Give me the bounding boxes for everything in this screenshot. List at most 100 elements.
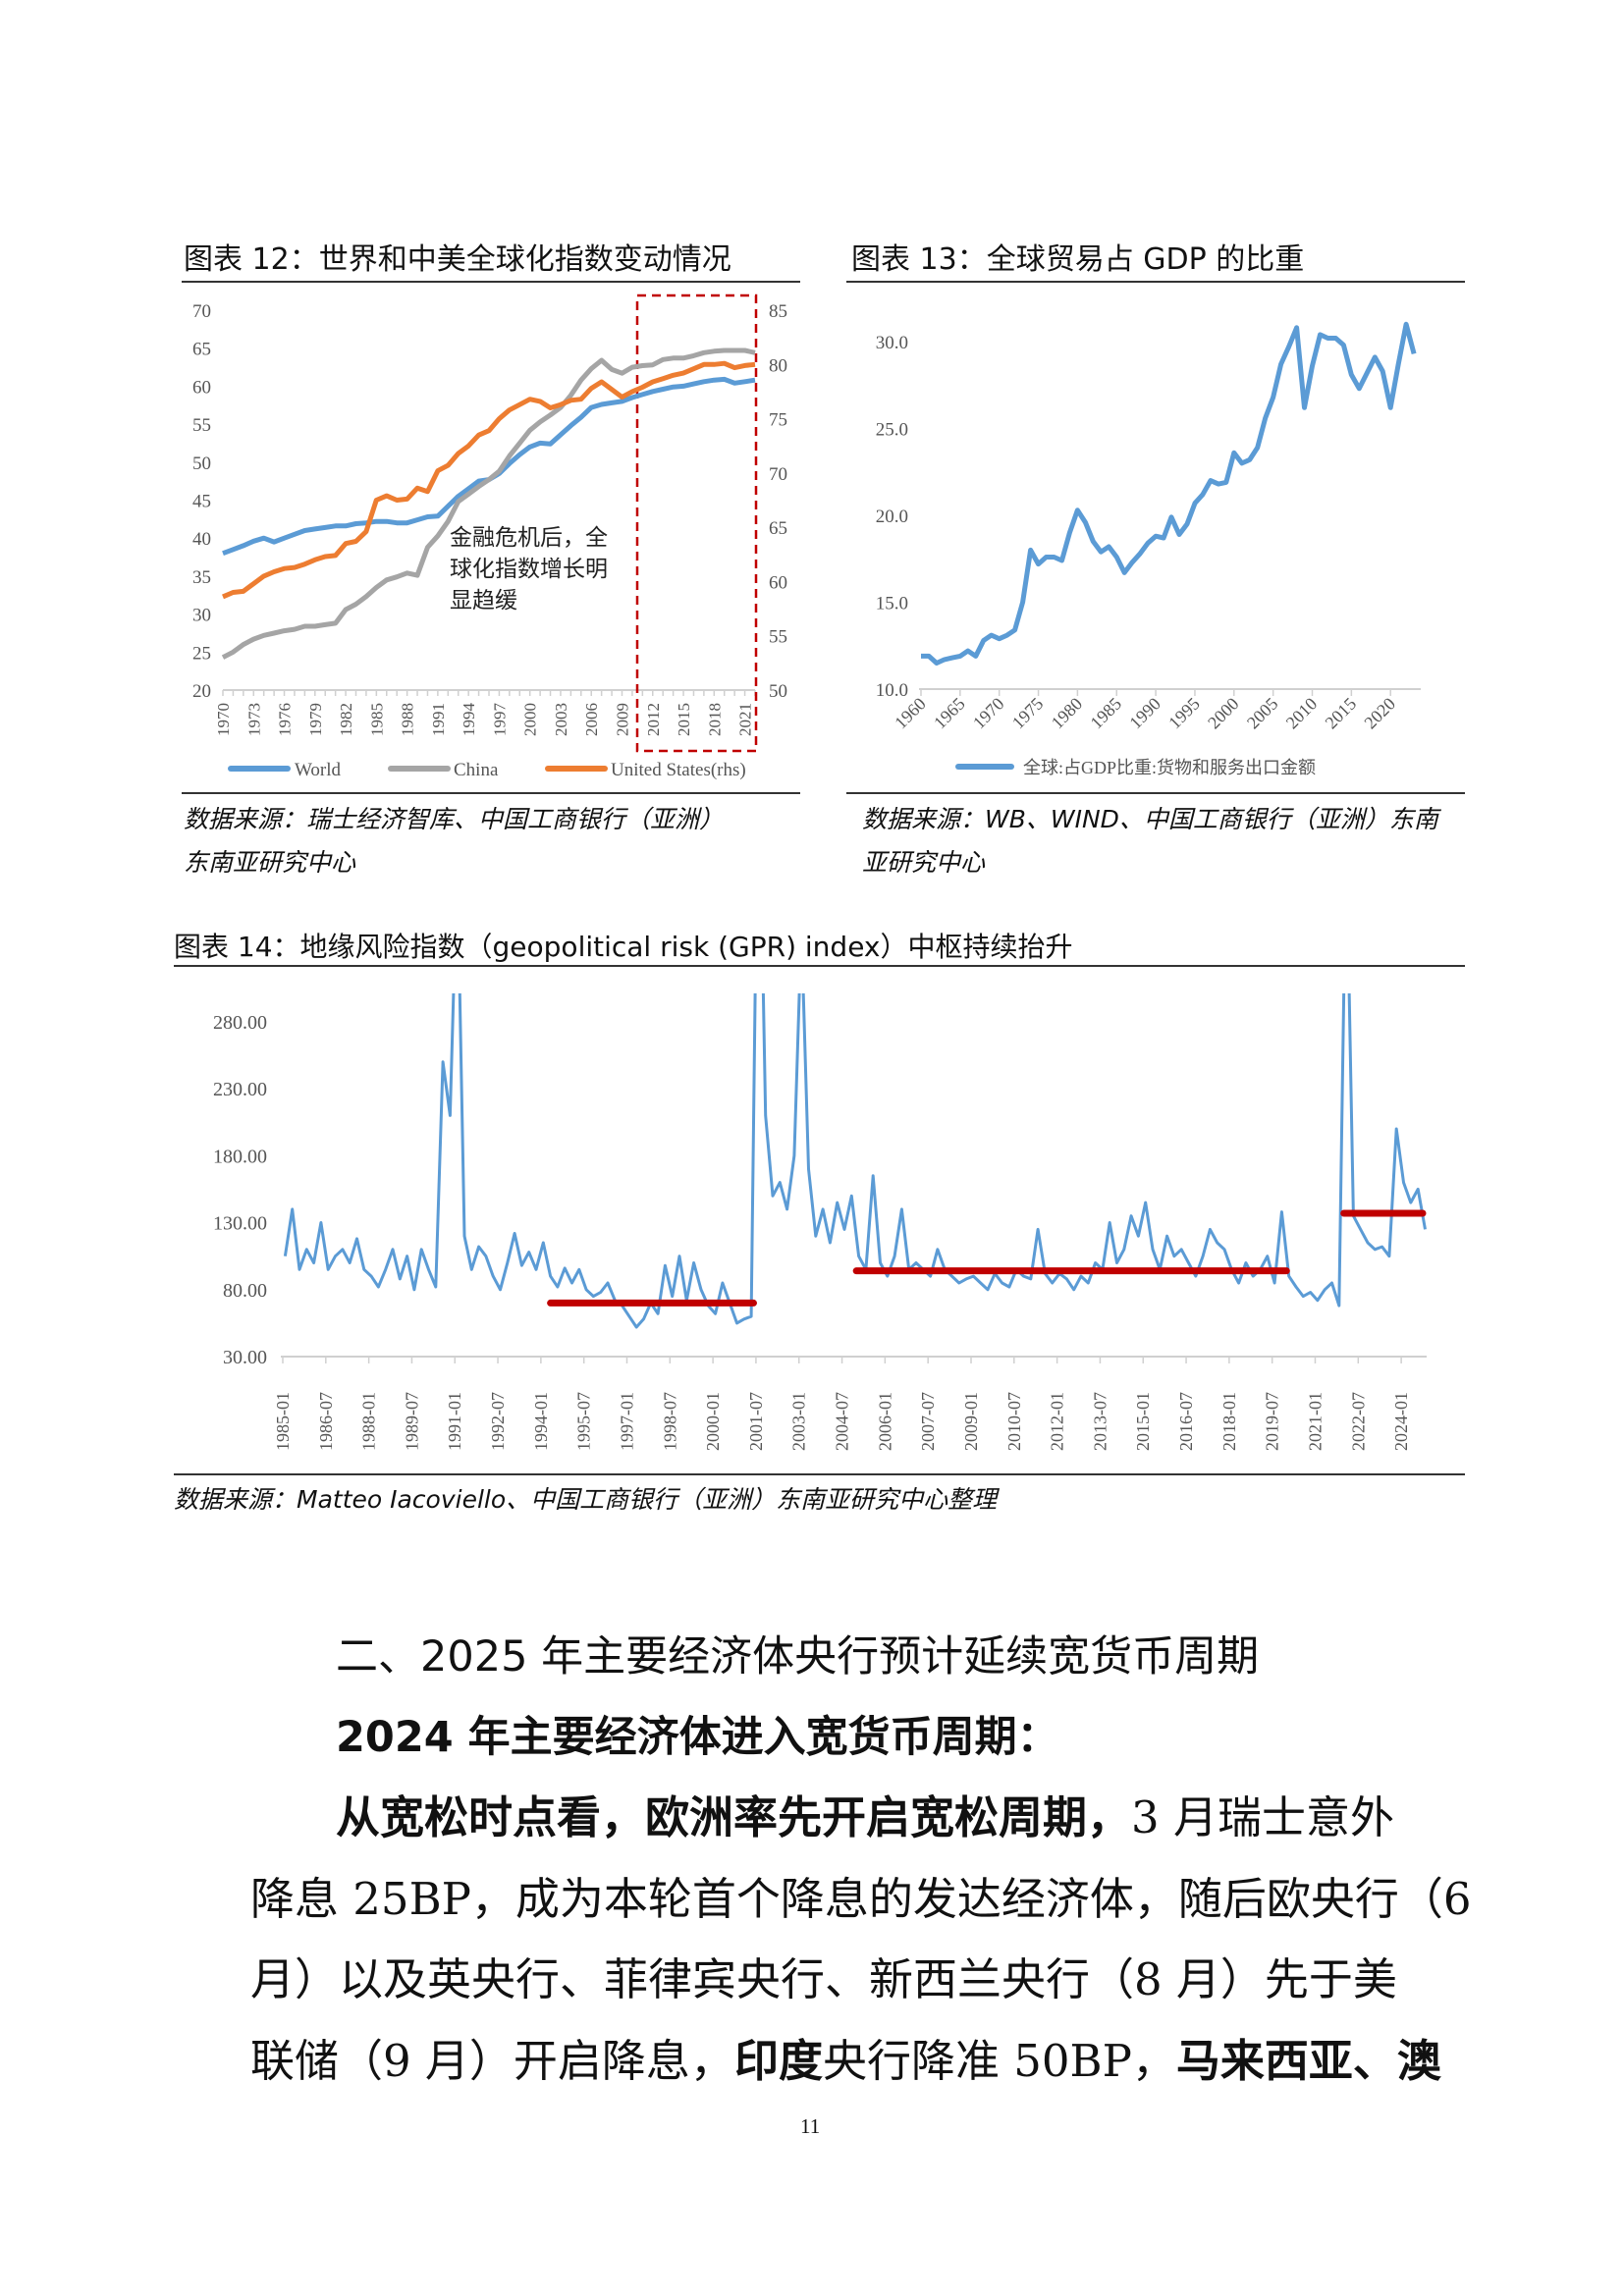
y-tick-label: 70 [192, 301, 211, 322]
annotation-line: 球化指数增长明 [450, 557, 608, 582]
x-tick-label: 1970 [214, 703, 233, 736]
bold-phrase: 从宽松时点看， [336, 1791, 646, 1843]
figure-14-source: 数据来源：Matteo Iacoviello、中国工商银行（亚洲）东南亚研究中心… [174, 1485, 998, 1514]
x-tick-label: 1992-07 [488, 1392, 508, 1451]
legend-label: World [295, 760, 342, 780]
y-tick-label: 60 [192, 377, 211, 398]
figure-12-annotation: 金融危机后，全 球化指数增长明 显趋缓 [450, 525, 608, 614]
x-tick-label: 1979 [306, 703, 325, 736]
x-tick-label: 1980 [1048, 694, 1087, 733]
bold-phrase: 欧洲率先开启宽松周期， [645, 1791, 1132, 1843]
figure-12-chart: 金融危机后，全 球化指数增长明 显趋缓 70 65 60 55 50 45 40 35 30 25… [192, 294, 787, 780]
paragraph-line: 联储（9 月）开启降息，印度央行降准 50BP，马来西亚、澳 [250, 2034, 1441, 2089]
y2-tick-label: 60 [769, 572, 787, 593]
x-tick-label: 2021 [736, 703, 755, 736]
y-tick-label: 25.0 [876, 420, 908, 441]
y-tick-label: 280.00 [213, 1012, 267, 1034]
y2-tick-label: 65 [769, 518, 787, 539]
x-tick-label: 2005 [1243, 694, 1282, 733]
x-tick-label: 1997-01 [617, 1392, 636, 1451]
bold-phrase: 印度 [733, 2035, 823, 2087]
x-tick-label: 1988-01 [359, 1392, 379, 1451]
x-tick-label: 1970 [969, 694, 1008, 733]
x-tick-label: 1976 [276, 703, 295, 736]
x-tick-label: 2003 [552, 703, 570, 736]
y-tick-label: 230.00 [213, 1079, 267, 1100]
x-tick-label: 2009-01 [961, 1392, 981, 1451]
x-tick-label: 2000 [521, 703, 540, 736]
x-tick-label: 1989-07 [402, 1392, 421, 1451]
figure-13-source-rule [846, 792, 1465, 794]
figure-13-source-line: 数据来源：WB、WIND、中国工商银行（亚洲）东南 [862, 805, 1438, 833]
x-tick-label: 2012 [644, 703, 663, 736]
y-tick-label: 50 [192, 454, 211, 474]
x-tick-label: 1982 [337, 703, 355, 736]
figure-14-title-rule [174, 965, 1465, 967]
figure-13-title-rule [846, 281, 1465, 283]
x-tick-label: 1985 [367, 703, 386, 736]
x-tick-label: 2016-07 [1176, 1392, 1196, 1451]
y-tick-label: 30.0 [876, 333, 908, 353]
paragraph-line: 月）以及英央行、菲律宾央行、新西兰央行（8 月）先于美 [250, 1953, 1397, 2005]
text-run: 3 月瑞士意外 [1131, 1791, 1394, 1843]
annotation-line: 金融危机后，全 [450, 525, 608, 551]
y-tick-label: 30 [192, 606, 211, 626]
y2-tick-label: 50 [769, 681, 787, 702]
bold-phrase: 马来西亚、澳 [1175, 2035, 1441, 2087]
figure-12-source-line: 东南亚研究中心 [184, 848, 356, 877]
x-tick-label: 2001-07 [746, 1392, 766, 1451]
x-tick-label: 1975 [1008, 694, 1048, 733]
y-tick-label: 30.00 [223, 1347, 267, 1368]
x-tick-label: 1985-01 [273, 1392, 293, 1451]
figure-14-chart: 280.00 230.00 180.00 130.00 80.00 30.00 1985-0… [213, 993, 1427, 1451]
figure-12-source-rule [182, 792, 800, 794]
x-tick-label: 2000-01 [703, 1392, 723, 1451]
x-tick-label: 2022-07 [1348, 1392, 1368, 1451]
legend-label: United States(rhs) [611, 760, 746, 780]
x-tick-label: 2010 [1282, 694, 1322, 733]
series-line-trade-share [921, 321, 1417, 666]
x-tick-label: 1991-01 [445, 1392, 464, 1451]
x-tick-label: 2007-07 [918, 1392, 938, 1451]
y-tick-label: 20 [192, 681, 211, 702]
x-tick-label: 2010-07 [1004, 1392, 1024, 1451]
x-tick-label: 1995 [1164, 694, 1204, 733]
x-tick-label: 2018-01 [1219, 1392, 1239, 1451]
x-tick-label: 2006-01 [875, 1392, 894, 1451]
y-tick-label: 10.0 [876, 680, 908, 701]
x-tick-label: 2018 [705, 703, 724, 736]
y2-tick-label: 75 [769, 410, 787, 431]
y-tick-label: 35 [192, 567, 211, 588]
x-tick-label: 1998-07 [660, 1392, 679, 1451]
x-tick-label: 2015 [1322, 694, 1361, 733]
x-tick-label: 2024-01 [1391, 1392, 1411, 1451]
x-tick-label: 1985 [1086, 694, 1125, 733]
x-tick-label: 1997 [490, 703, 509, 737]
y-tick-label: 40 [192, 529, 211, 550]
y2-tick-label: 85 [769, 301, 787, 322]
y-tick-label: 45 [192, 492, 211, 512]
x-tick-label: 2012-01 [1048, 1392, 1067, 1451]
subheading: 2024 年主要经济体进入宽货币周期： [336, 1713, 1059, 1762]
highlight-box [635, 294, 758, 753]
series-line-china [221, 347, 756, 660]
x-tick-label: 1995-07 [574, 1392, 594, 1451]
x-tick-label: 1994 [460, 703, 478, 737]
x-tick-label: 2015 [675, 703, 693, 736]
x-tick-label: 2013-07 [1090, 1392, 1110, 1451]
y2-tick-label: 55 [769, 627, 787, 648]
series-line-united-states-rhs- [222, 360, 756, 600]
y-tick-label: 130.00 [213, 1213, 267, 1235]
y-tick-label: 15.0 [876, 594, 908, 614]
x-tick-label: 1994-01 [531, 1392, 551, 1451]
x-tick-label: 1990 [1125, 694, 1164, 733]
page-number: 11 [800, 2114, 821, 2138]
x-tick-label: 2003-01 [789, 1392, 809, 1451]
x-tick-label: 1988 [399, 703, 417, 736]
figure-14-source-rule [174, 1473, 1465, 1475]
paragraph-line: 从宽松时点看，欧洲率先开启宽松周期，3 月瑞士意外 [336, 1790, 1394, 1845]
text-run: 央行降准 50BP， [822, 2035, 1176, 2087]
text-run: 联储（9 月）开启降息， [250, 2035, 734, 2087]
